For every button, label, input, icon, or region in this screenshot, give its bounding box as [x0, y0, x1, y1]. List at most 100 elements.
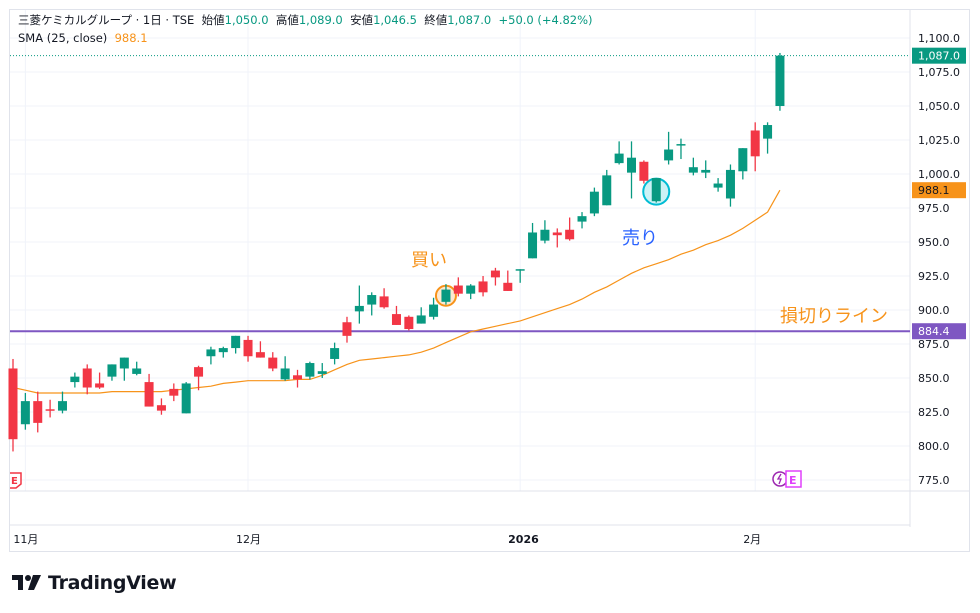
sma-price-badge	[912, 182, 966, 199]
close-label: 終値	[424, 13, 448, 27]
candle-up[interactable]	[738, 148, 748, 172]
candle-down[interactable]	[552, 232, 562, 236]
x-tick-label: 11月	[13, 533, 38, 546]
candle-down[interactable]	[750, 130, 760, 157]
symbol-title: 三菱ケミカルグループ · 1日 · TSE	[18, 13, 195, 27]
symbol-legend: 三菱ケミカルグループ · 1日 · TSE 始値1,050.0 高値1,089.…	[18, 12, 593, 28]
candle-down[interactable]	[268, 357, 278, 369]
candle-down[interactable]	[503, 282, 513, 291]
sma-label: SMA (25, close)	[18, 31, 108, 45]
candle-up[interactable]	[280, 368, 290, 380]
candle-up[interactable]	[206, 349, 216, 357]
candle-down[interactable]	[8, 368, 18, 440]
chart-frame	[9, 9, 970, 552]
candle-down[interactable]	[478, 281, 488, 293]
candle-up[interactable]	[132, 368, 142, 374]
candle-up[interactable]	[119, 357, 129, 369]
candle-down[interactable]	[243, 339, 253, 357]
candle-up[interactable]	[70, 376, 80, 383]
candle-up[interactable]	[57, 401, 67, 411]
candle-up[interactable]	[441, 289, 451, 302]
sma-legend[interactable]: SMA (25, close) 988.1	[18, 31, 148, 45]
candle-up[interactable]	[367, 295, 377, 305]
candle-up[interactable]	[429, 304, 439, 317]
stop-line-badge-text: 884.4	[918, 325, 950, 338]
candle-up[interactable]	[602, 175, 612, 206]
candle-down[interactable]	[639, 161, 649, 181]
y-tick-label: 1,000.0	[918, 168, 960, 181]
y-tick-label: 1,025.0	[918, 134, 960, 147]
candle-up[interactable]	[651, 178, 661, 202]
y-tick-label: 950.0	[918, 236, 950, 249]
earnings-event-icon[interactable]	[10, 472, 22, 489]
sma-line	[12, 189, 781, 394]
x-tick-label: 2月	[743, 533, 761, 546]
candle-up[interactable]	[107, 364, 117, 377]
candle-down[interactable]	[194, 367, 204, 377]
candle-up[interactable]	[775, 55, 785, 106]
y-tick-label: 900.0	[918, 304, 950, 317]
y-tick-label: 975.0	[918, 202, 950, 215]
candle-up[interactable]	[627, 157, 636, 173]
sma-price-badge-text: 988.1	[918, 184, 950, 197]
y-tick-label: 825.0	[918, 406, 950, 419]
candle-up[interactable]	[614, 153, 624, 164]
candle-down[interactable]	[379, 296, 389, 308]
buy-annotation[interactable]: 買い	[411, 250, 447, 271]
candle-up[interactable]	[713, 183, 723, 188]
candle-up[interactable]	[181, 383, 191, 414]
stop-line-badge	[912, 323, 966, 340]
candle-down[interactable]	[144, 382, 154, 407]
candle-down[interactable]	[391, 314, 401, 325]
candle-down[interactable]	[82, 368, 92, 388]
y-tick-label: 925.0	[918, 270, 950, 283]
high-label: 高値	[275, 13, 299, 27]
candle-up[interactable]	[540, 229, 550, 241]
candle-down[interactable]	[45, 409, 55, 411]
candle-up[interactable]	[515, 269, 525, 271]
candle-up[interactable]	[763, 125, 773, 139]
candle-up[interactable]	[305, 363, 315, 377]
tradingview-logo[interactable]: TradingView	[12, 572, 177, 594]
candle-up[interactable]	[528, 232, 538, 259]
candle-up[interactable]	[218, 348, 228, 353]
candle-down[interactable]	[95, 383, 105, 388]
candle-up[interactable]	[676, 144, 686, 146]
candle-up[interactable]	[330, 348, 340, 359]
candle-up[interactable]	[701, 169, 711, 173]
last-price-badge	[912, 47, 966, 64]
candle-up[interactable]	[577, 216, 587, 222]
open-value: 1,050.0	[224, 13, 269, 27]
candle-up[interactable]	[725, 169, 735, 199]
sma-value: 988.1	[114, 31, 148, 45]
candle-down[interactable]	[453, 285, 463, 294]
tradingview-wordmark: TradingView	[48, 572, 177, 594]
candle-down[interactable]	[156, 405, 166, 411]
high-value: 1,089.0	[298, 13, 343, 27]
sell-annotation[interactable]: 売り	[622, 228, 658, 249]
stop-loss-annotation[interactable]: 損切りライン	[780, 306, 888, 327]
candle-down[interactable]	[565, 229, 575, 240]
candle-down[interactable]	[169, 388, 179, 396]
x-tick-label: 12月	[236, 533, 261, 546]
candle-up[interactable]	[231, 335, 241, 349]
candle-down[interactable]	[33, 401, 43, 423]
change-value: +50.0 (+4.82%)	[498, 13, 593, 27]
candle-up[interactable]	[416, 315, 426, 324]
candle-up[interactable]	[466, 285, 476, 294]
candle-down[interactable]	[255, 352, 265, 358]
candle-up[interactable]	[664, 149, 674, 161]
lightning-icon	[776, 473, 782, 485]
candle-up[interactable]	[20, 401, 30, 425]
earnings-event-icon[interactable]	[785, 470, 802, 488]
candle-up[interactable]	[317, 371, 327, 374]
candle-up[interactable]	[354, 305, 364, 312]
candlestick-chart[interactable]: 1,100.0 1,075.0 1,050.0 1,025.0 1,000.0 975.0…	[0, 0, 980, 560]
candle-up[interactable]	[688, 167, 698, 173]
close-value: 1,087.0	[447, 13, 492, 27]
candle-up[interactable]	[589, 191, 599, 214]
candle-down[interactable]	[342, 322, 352, 336]
candle-down[interactable]	[293, 375, 303, 380]
candle-down[interactable]	[404, 316, 414, 330]
candle-down[interactable]	[490, 270, 500, 278]
